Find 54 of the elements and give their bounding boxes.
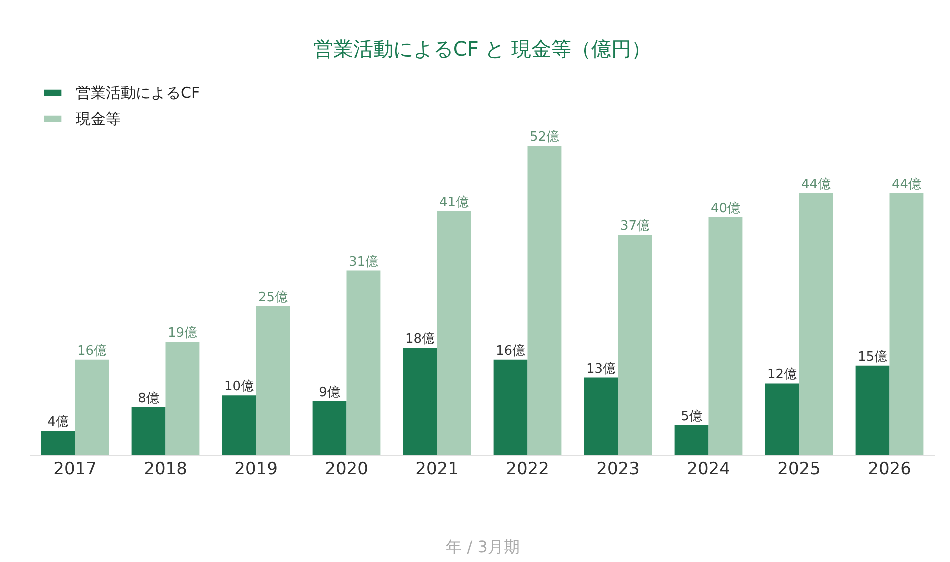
x-tick-label: 2026 bbox=[868, 460, 912, 480]
data-label: 5億 bbox=[681, 409, 702, 424]
data-label: 13億 bbox=[586, 362, 616, 377]
bar bbox=[708, 217, 743, 455]
x-tick-label: 2025 bbox=[778, 460, 821, 480]
x-tick-label: 2023 bbox=[596, 460, 640, 480]
bar bbox=[584, 378, 618, 455]
data-label: 37億 bbox=[620, 219, 650, 234]
data-label: 52億 bbox=[530, 130, 560, 145]
x-tick-label: 2020 bbox=[325, 460, 368, 480]
bar bbox=[799, 194, 834, 455]
bar bbox=[528, 146, 562, 455]
data-label: 40億 bbox=[710, 201, 740, 216]
x-tick-label: 2018 bbox=[144, 460, 188, 480]
chart-title: 営業活動によるCF と 現金等（億円） bbox=[313, 37, 652, 61]
data-label: 4億 bbox=[48, 415, 69, 430]
bar bbox=[256, 306, 290, 455]
bar bbox=[346, 270, 381, 455]
data-label: 16億 bbox=[77, 344, 107, 359]
legend-label: 営業活動によるCF bbox=[76, 84, 200, 102]
x-axis-title: 年 / 3月期 bbox=[446, 538, 520, 556]
x-tick-label: 2021 bbox=[416, 460, 459, 480]
bar bbox=[41, 431, 76, 455]
data-label: 44億 bbox=[892, 178, 922, 193]
legend-label: 現金等 bbox=[76, 110, 121, 128]
data-label: 16億 bbox=[496, 344, 526, 359]
data-label: 44億 bbox=[801, 178, 831, 193]
bar bbox=[403, 348, 438, 455]
data-label: 19億 bbox=[168, 326, 198, 342]
data-label: 9億 bbox=[319, 386, 340, 401]
bar bbox=[856, 366, 890, 455]
data-label: 41億 bbox=[439, 195, 469, 210]
bar bbox=[494, 360, 528, 455]
bar bbox=[222, 396, 256, 455]
bar bbox=[437, 211, 472, 455]
bar bbox=[674, 425, 709, 455]
bar bbox=[75, 360, 110, 455]
data-label: 31億 bbox=[348, 254, 378, 270]
bar bbox=[618, 235, 652, 455]
data-label: 15億 bbox=[858, 350, 888, 365]
x-tick-label: 2017 bbox=[54, 460, 97, 480]
bar bbox=[166, 342, 200, 455]
x-tick-label: 2019 bbox=[234, 460, 278, 480]
data-label: 18億 bbox=[406, 332, 436, 348]
x-tick-label: 2022 bbox=[506, 460, 550, 480]
bar bbox=[312, 402, 347, 455]
data-label: 8億 bbox=[138, 391, 160, 406]
data-label: 12億 bbox=[768, 368, 798, 383]
data-label: 25億 bbox=[258, 290, 288, 306]
data-label: 10億 bbox=[224, 380, 254, 395]
bar bbox=[765, 384, 800, 455]
bar bbox=[132, 407, 166, 455]
x-tick-label: 2024 bbox=[687, 460, 730, 480]
bar bbox=[890, 194, 924, 455]
